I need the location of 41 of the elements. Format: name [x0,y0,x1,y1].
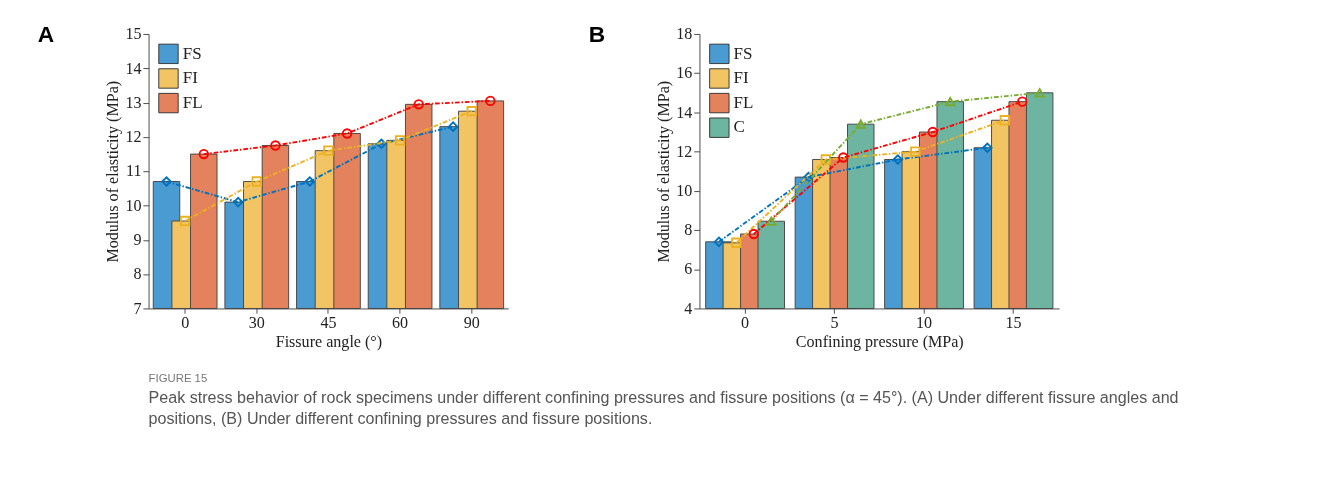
y-tick-label: 7 [133,299,142,317]
text: Peak stress behavior of rock specimens under different confining pressures and fissure positions (α = 45°). (A) Under different fissure angles and positions, (B) Under different confining pressures and fissure positions. [148,388,1179,427]
y-tick-label: 12 [676,142,693,160]
x-tick-label: 0 [741,313,750,331]
y-tick-label: 9 [133,231,142,249]
chart-title: B [588,20,606,47]
x-tick-label: 45 [320,313,337,331]
y-tick-label: 8 [133,265,142,283]
legend-label: FL [182,92,203,112]
y-tick-label: 14 [125,59,142,77]
y-axis-title: Modulus of elasticity (MPa) [103,80,122,263]
legend-label: FL [733,92,754,112]
y-tick-label: 6 [684,260,693,278]
x-axis-title: Fissure angle (°) [275,332,383,351]
y-tick-label: 18 [676,25,693,43]
x-tick-label: 10 [916,313,933,331]
y-tick-label: 15 [125,25,142,43]
legend-label: FI [182,68,199,88]
x-tick-label: 30 [248,313,265,331]
y-tick-label: 12 [125,128,142,146]
legend-label: FS [182,43,202,63]
y-tick-label: 13 [125,93,142,111]
y-axis-title: Modulus of elasticity (MPa) [654,80,673,263]
x-tick-label: 0 [181,313,190,331]
x-axis-title: Confining pressure (MPa) [795,332,964,351]
chart-title: A [37,20,55,47]
y-tick-label: 11 [126,162,142,180]
y-tick-label: 10 [676,182,693,200]
y-tick-label: 16 [676,64,693,82]
y-tick-label: 4 [684,299,693,317]
y-tick-label: 8 [684,221,693,239]
x-tick-label: 90 [463,313,480,331]
y-tick-label: 10 [125,196,142,214]
x-tick-label: 60 [392,313,409,331]
caption: FIGURE 15 [148,372,208,385]
legend-label: C [733,117,745,137]
legend-label: FS [733,43,753,63]
x-tick-label: 5 [830,313,839,331]
legend-label: FI [733,68,749,88]
x-tick-label: 15 [1005,313,1022,331]
y-tick-label: 14 [676,103,693,121]
